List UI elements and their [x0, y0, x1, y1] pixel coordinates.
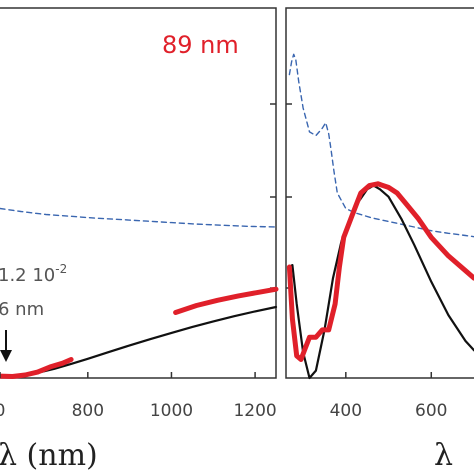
x-tick-label: 800 — [72, 401, 104, 421]
right-x-ticks: 400 600 — [330, 372, 447, 421]
right-x-axis-label: λ — [434, 438, 453, 473]
series-line-black-solid — [288, 184, 474, 380]
left-panel-frame — [0, 7, 277, 379]
particle-size-label: 89 nm — [162, 31, 239, 59]
left-series-group — [0, 207, 279, 379]
right-panel-frame — [285, 7, 474, 379]
right-series-group — [286, 53, 474, 380]
x-tick-label: 1200 — [233, 401, 276, 421]
x-tick-label: 1000 — [150, 401, 193, 421]
series-line-red-thick — [286, 181, 474, 362]
x-tick-label: 600 — [415, 401, 447, 421]
down-arrow-icon — [0, 330, 12, 362]
left-x-axis-label: λ (nm) — [0, 438, 98, 473]
series-line-red-thick — [0, 357, 74, 379]
series-line-blue-dashed — [288, 53, 474, 238]
x-tick-label: 400 — [330, 401, 362, 421]
left-panel: 0 800 1000 1200 89 nm 1.2 10-2 6 nm λ (nm) — [0, 7, 279, 473]
series-line-blue-dashed — [0, 207, 277, 228]
annotation-line2: 6 nm — [0, 299, 44, 320]
series-line-red-thick — [173, 286, 279, 315]
right-panel: 400 600 λ — [285, 7, 474, 473]
annotation-line1: 1.2 10-2 — [0, 262, 67, 286]
left-x-ticks: 0 800 1000 1200 — [0, 372, 277, 421]
x-tick-label: 0 — [0, 401, 5, 421]
